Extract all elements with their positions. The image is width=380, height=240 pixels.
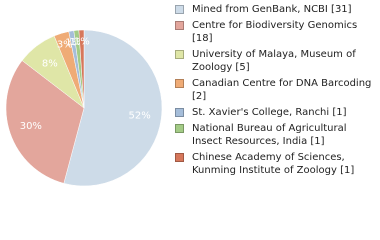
slice-label: 8%	[42, 58, 58, 69]
legend-item: Mined from GenBank, NCBI [31]	[172, 3, 377, 16]
legend-label: University of Malaya, Museum of Zoology …	[192, 49, 356, 73]
legend-label: Centre for Biodiversity Genomics [18]	[192, 20, 358, 44]
legend-label: Mined from GenBank, NCBI [31]	[192, 4, 352, 15]
legend: Mined from GenBank, NCBI [31] Centre for …	[172, 3, 377, 180]
pie-slice	[78, 29, 85, 109]
pie-slice	[63, 29, 163, 187]
slice-label: 1%	[74, 37, 90, 48]
legend-item: Centre for Biodiversity Genomics [18]	[172, 19, 377, 45]
slice-label: 30%	[20, 121, 42, 132]
legend-label: Canadian Centre for DNA Barcoding [2]	[192, 78, 372, 102]
legend-swatch	[175, 108, 184, 117]
slice-label: 52%	[129, 110, 151, 121]
legend-swatch	[175, 50, 184, 59]
pie-chart: 52% 30% 8% 3%1%1%1%	[5, 29, 163, 187]
legend-swatch	[175, 79, 184, 88]
legend-item: St. Xavier's College, Ranchi [1]	[172, 106, 377, 119]
legend-swatch	[175, 5, 184, 14]
legend-item: National Bureau of Agricultural Insect R…	[172, 122, 377, 148]
legend-label: St. Xavier's College, Ranchi [1]	[192, 107, 347, 118]
legend-label: National Bureau of Agricultural Insect R…	[192, 123, 347, 147]
slice-label: 1%	[70, 37, 86, 48]
pie-slice	[5, 60, 85, 184]
legend-item: Canadian Centre for DNA Barcoding [2]	[172, 77, 377, 103]
legend-label: Chinese Academy of Sciences, Kunming Ins…	[192, 152, 355, 176]
slice-label: 3%	[57, 40, 73, 51]
legend-swatch	[175, 153, 184, 162]
legend-item: University of Malaya, Museum of Zoology …	[172, 48, 377, 74]
legend-item: Chinese Academy of Sciences, Kunming Ins…	[172, 151, 377, 177]
legend-swatch	[175, 21, 184, 30]
legend-swatch	[175, 124, 184, 133]
slice-label: 1%	[65, 38, 81, 49]
